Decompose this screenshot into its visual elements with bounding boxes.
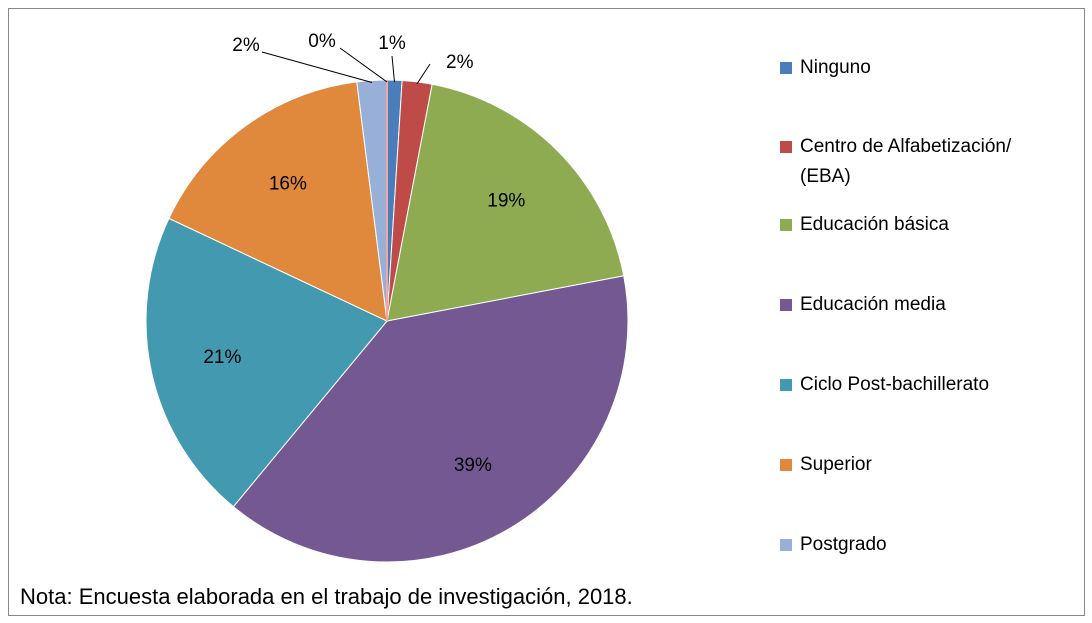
legend-swatch [780, 62, 792, 74]
legend-entry: Superior [780, 450, 1050, 480]
legend-entry: Postgrado [780, 530, 1050, 560]
slice [145, 217, 388, 508]
legend-entry: Ninguno [780, 53, 1050, 83]
leader-line [339, 47, 388, 83]
legend-swatch [780, 299, 792, 311]
data-label: 19% [487, 191, 525, 212]
data-label: 2% [446, 52, 474, 73]
leader-line [391, 55, 396, 83]
legend-label: Educación media [800, 294, 946, 315]
data-label: 16% [269, 174, 307, 195]
slice [232, 275, 629, 563]
legend-label: Educación básica [800, 214, 949, 235]
legend-entry: Ciclo Post-bachillerato [780, 370, 1050, 400]
slice [386, 83, 625, 322]
legend-label: Postgrado [800, 534, 887, 555]
slice [168, 81, 388, 322]
legend-label: Centro de Alfabetización/ (EBA) [800, 136, 1012, 187]
legend-entry: Educación media [780, 290, 1050, 320]
legend-entry: Centro de Alfabetización/ (EBA) [780, 132, 1050, 192]
legend-swatch [780, 459, 792, 471]
legend-entry: Educación básica [780, 210, 1050, 240]
legend-swatch [780, 539, 792, 551]
legend-label: Ciclo Post-bachillerato [800, 374, 990, 395]
note: Nota: Encuesta elaborada en el trabajo d… [20, 584, 633, 609]
leader-line [261, 51, 373, 83]
data-label: 1% [378, 33, 406, 54]
legend-label: Superior [800, 454, 872, 475]
leader-line [416, 63, 431, 85]
data-label: 0% [308, 31, 336, 52]
legend-swatch [780, 379, 792, 391]
data-label: 2% [232, 35, 260, 56]
legend-swatch [780, 141, 792, 153]
data-label: 39% [454, 455, 492, 476]
legend-label: Ninguno [800, 57, 871, 78]
legend-swatch [780, 219, 792, 231]
data-label: 21% [203, 347, 241, 368]
